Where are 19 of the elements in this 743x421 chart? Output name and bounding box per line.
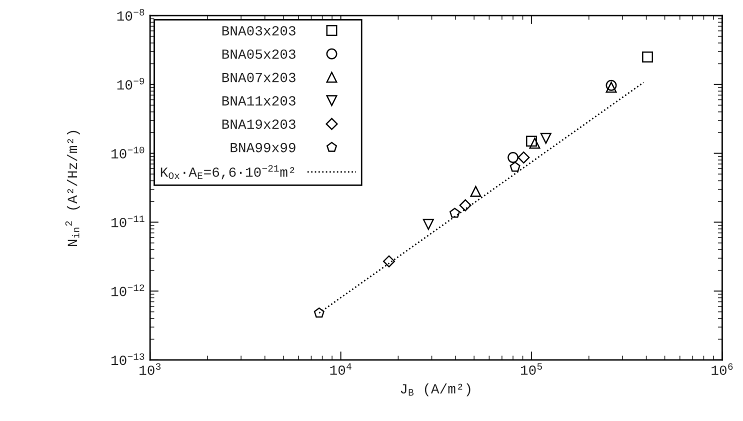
y-tick-label: 10$^{−13}$ [112,353,144,366]
y-tick-label: 10$^{−11}$ [112,216,144,228]
y-tick-label: 10$^{−12}$ [112,284,144,296]
x-axis-title: J$_{B}$ (A/m²) [400,383,470,396]
legend-label: BNA99x99 [230,142,296,152]
legend-label: K$_{Ox}$·A$_{E}$=6,6·10$^{−21}$m² [160,165,294,180]
text: N$_{in}$$^{2}$ (A²/Hz/m²) [65,130,80,246]
y-tick-label: 10$^{−8}$ [117,8,144,21]
legend-label: BNA19x203 [222,120,296,129]
y-tick-label: 10$^{−10}$ [112,146,144,158]
x-tick-label: 10$^{5}$ [520,363,542,375]
legend-label: BNA07x203 [222,72,296,82]
legend-label: BNA05x203 [222,49,296,59]
legend-label: BNA11x203 [222,96,296,106]
y-tick-label: 10$^{−9}$ [117,78,144,90]
legend-label: BNA03x203 [222,26,296,36]
x-tick-label: 10$^{3}$ [140,363,161,375]
x-tick-label: 10$^{4}$ [330,363,352,375]
x-tick-label: 10$^{6}$ [712,363,733,375]
